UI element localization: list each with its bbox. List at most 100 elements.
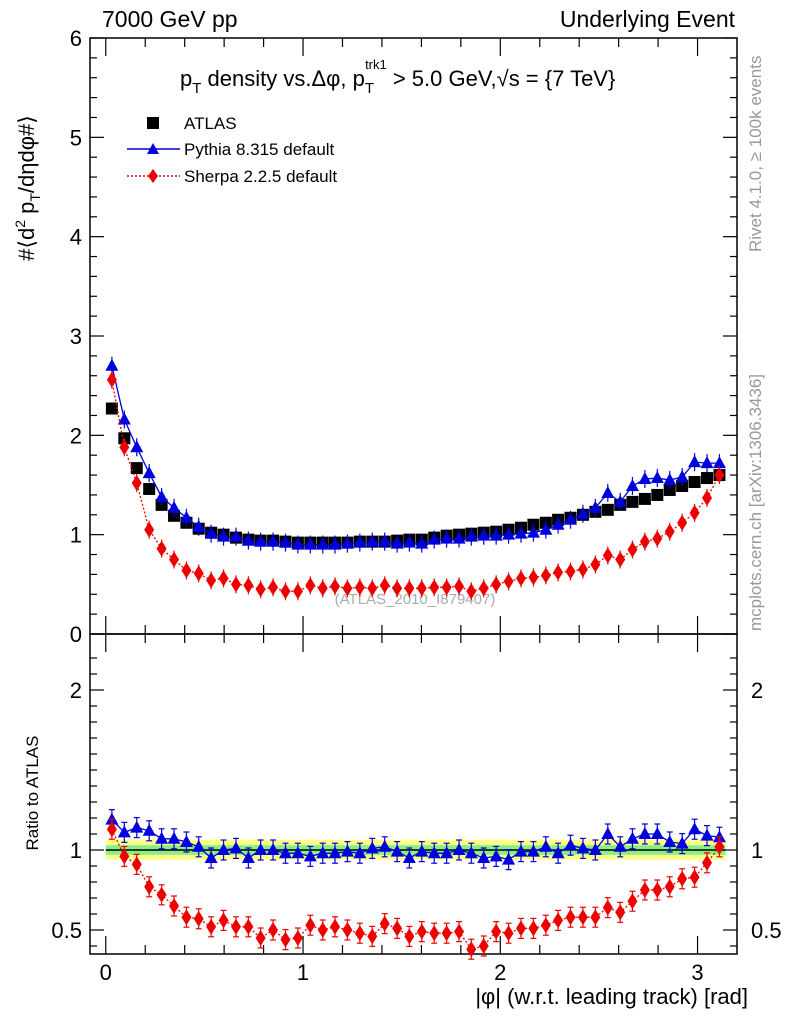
sherpa-main-point [602, 547, 613, 564]
sherpa-ratio-point [528, 920, 539, 937]
sherpa-ratio-point [454, 923, 465, 940]
pythia-main-point [204, 526, 218, 539]
sherpa-main-point [590, 556, 601, 573]
watermark: (ATLAS_2010_I879407) [335, 591, 496, 608]
pythia-ratio-point [266, 843, 280, 855]
sherpa-ratio-point [503, 925, 514, 942]
main-ytick-label: 3 [70, 324, 82, 349]
sherpa-ratio-point [664, 878, 675, 895]
pythia-main-point [278, 535, 292, 548]
title-a: p [180, 66, 192, 91]
pythia-ratio-point [241, 851, 255, 863]
sherpa-ratio-point [565, 909, 576, 926]
sherpa-main-point [639, 533, 650, 550]
pythia-ratio-point [254, 843, 268, 855]
sherpa-ratio-point [181, 909, 192, 926]
pythia-main-point [625, 478, 639, 491]
pythia-main-point [415, 536, 429, 549]
xtick-label: 1 [297, 960, 309, 985]
pythia-ratio-point [415, 844, 429, 857]
sherpa-main-point [565, 563, 576, 580]
sherpa-main-point [255, 581, 266, 598]
header-left: 7000 GeV pp [102, 6, 238, 32]
pythia-main-point [192, 519, 206, 532]
sherpa-main-point [503, 573, 514, 590]
atlas-main-point [651, 488, 664, 501]
sherpa-ratio-point [689, 869, 700, 886]
pythia-ratio-point [340, 844, 354, 857]
pythia-main-point [378, 534, 392, 547]
pythia-ratio-point [378, 839, 392, 852]
pythia-ratio-point [650, 827, 664, 839]
pythia-ratio-point [526, 844, 540, 857]
sherpa-ratio-point [478, 938, 489, 954]
sherpa-main-point [292, 583, 303, 600]
sherpa-main-point [268, 579, 279, 596]
pythia-main-point [452, 531, 466, 544]
main-ytick-label: 4 [70, 225, 82, 250]
pythia-ratio-point [390, 844, 404, 857]
sherpa-ratio-point [615, 904, 626, 921]
pythia-main-point [440, 531, 454, 544]
sherpa-main-point [491, 576, 502, 593]
main-ytick-label: 1 [70, 523, 82, 548]
pythia-main-point [712, 456, 726, 469]
legend-pythia: Pythia 8.315 default [127, 140, 335, 159]
sherpa-ratio-point [169, 898, 180, 914]
pythia-main-point [241, 533, 255, 546]
sherpa-main-point [664, 523, 675, 540]
pythia-main-point [155, 489, 169, 502]
sherpa-main-point [119, 439, 130, 456]
sherpa-ratio-point [466, 941, 477, 958]
sherpa-main-point [577, 561, 588, 578]
sherpa-main-point [329, 578, 340, 595]
legend-sherpa-label: Sherpa 2.2.5 default [184, 167, 337, 186]
sherpa-ratio-point [367, 928, 378, 945]
sherpa-main-point [230, 576, 241, 593]
ratio-ytick-label: 0.5 [51, 918, 82, 943]
pythia-ratio-point [303, 849, 317, 862]
sherpa-main-point [218, 570, 229, 587]
sherpa-ratio-point [379, 915, 390, 932]
sherpa-ratio-point [714, 838, 725, 855]
title-b: density vs.Δφ, p [201, 66, 364, 91]
sherpa-main-point [280, 583, 291, 600]
title-b-sub: T [365, 80, 374, 97]
pythia-ratio-point [477, 851, 491, 863]
pythia-main-point [638, 472, 652, 485]
pythia-ratio-point [539, 839, 553, 852]
pythia-ratio-point [204, 851, 218, 863]
pythia-ratio-point [576, 841, 590, 854]
pythia-ratio-point [167, 831, 181, 844]
pythia-ratio-point [130, 820, 144, 833]
sherpa-ratio-point [516, 920, 527, 937]
pythia-main-point [526, 525, 540, 538]
pythia-main-point [663, 473, 677, 486]
xtick-label: 3 [691, 960, 703, 985]
sherpa-ratio-point [702, 854, 713, 871]
sherpa-main-point [702, 489, 713, 506]
sherpa-ratio-point [280, 931, 291, 948]
pythia-ratio-point [514, 844, 528, 857]
legend-atlas: ATLAS [147, 114, 237, 133]
sherpa-main-point [404, 580, 415, 597]
sherpa-main-point [305, 577, 316, 594]
pythia-ratio-point [278, 846, 292, 859]
sherpa-ratio-point [677, 870, 688, 887]
title-d: √s = {7 TeV} [497, 66, 616, 91]
sherpa-ratio-point [106, 821, 117, 838]
pythia-main-point [390, 536, 404, 549]
pythia-ratio-point [365, 841, 379, 854]
pythia-ratio-point [440, 846, 454, 859]
pythia-ratio-point [625, 831, 639, 844]
main-ytick-label: 0 [70, 622, 82, 647]
pythia-ratio-point [464, 846, 478, 859]
legend-atlas-label: ATLAS [184, 114, 237, 133]
pythia-ratio-point [564, 838, 578, 851]
sherpa-ratio-point [305, 917, 316, 934]
title-a-sub: T [192, 80, 201, 97]
sherpa-main-point [516, 570, 527, 587]
pythia-ratio-point [328, 846, 342, 859]
sherpa-ratio-line [111, 828, 720, 950]
pythia-main-point [650, 471, 664, 484]
